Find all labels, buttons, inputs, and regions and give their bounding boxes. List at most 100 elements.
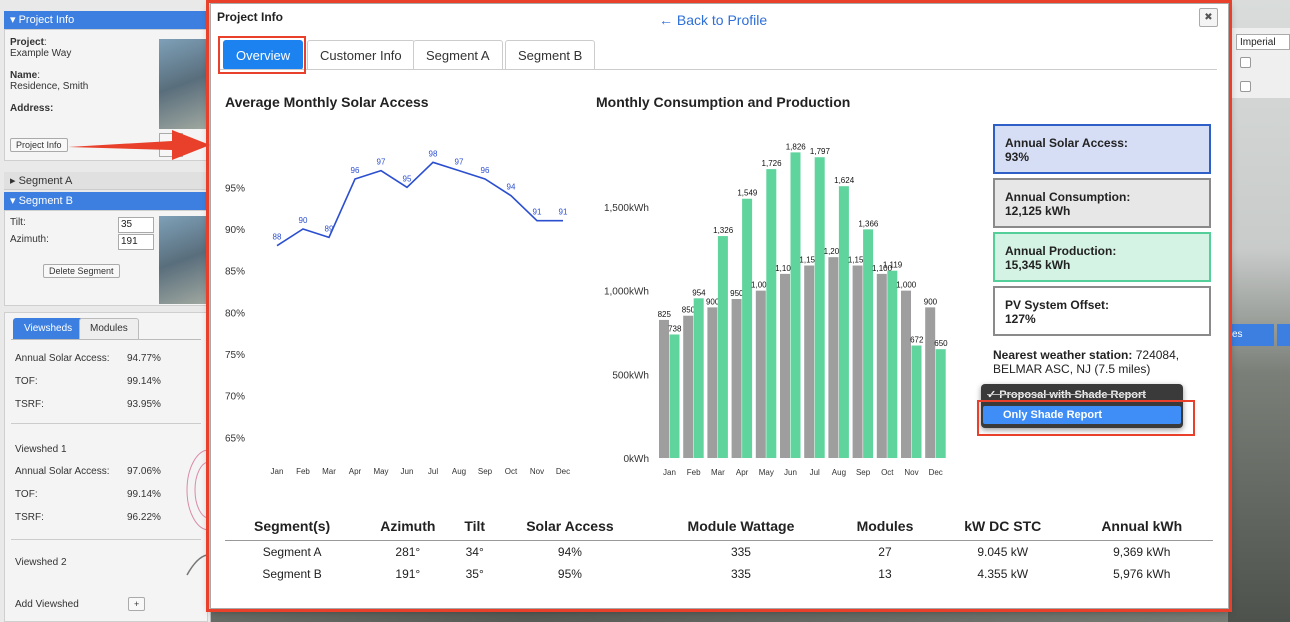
segment-a-header[interactable]: ▸ Segment A [4, 172, 208, 190]
option-checkbox-2[interactable] [1240, 81, 1251, 92]
bar-value-label: 1,150 [848, 256, 869, 265]
right-options-panel: Imperial [1228, 28, 1290, 98]
table-cell: Segment B [262, 567, 322, 581]
table-cell: 5,976 kWh [1113, 567, 1171, 581]
x-tick-label: Nov [904, 468, 918, 477]
x-tick-label: Dec [556, 467, 570, 476]
report-type-dropdown[interactable]: ✓ Proposal with Shade Report Only Shade … [981, 384, 1183, 428]
bar-value-label: 1,000 [751, 281, 772, 290]
units-select[interactable]: Imperial [1236, 34, 1290, 50]
table-row: Segment A 281° 34° 94% 335 27 9.045 kW 9… [225, 541, 1213, 564]
add-viewshed-button[interactable]: + [128, 597, 146, 611]
bar-consumption [683, 315, 694, 458]
stat-label: TSRF: [15, 512, 44, 523]
tab-customer-info[interactable]: Customer Info [307, 40, 415, 70]
x-tick-label: Jun [784, 468, 797, 477]
project-label: Project [10, 37, 44, 48]
x-tick-label: Dec [929, 468, 943, 477]
bar-value-label: 1,826 [786, 142, 807, 151]
card-value: 15,345 kWh [1005, 258, 1071, 272]
data-label: 88 [273, 233, 282, 242]
annual-consumption-card: Annual Consumption: 12,125 kWh [993, 178, 1211, 228]
y-tick-label: 90% [225, 225, 245, 236]
delete-segment-button[interactable]: Delete Segment [43, 264, 120, 278]
consumption-bar-chart: 1,500kWh 1,000kWh 500kWh 0kWh 825 738 Jan 850 95… [604, 142, 948, 477]
x-tick-label: Aug [452, 467, 466, 476]
data-label: 98 [429, 149, 438, 158]
data-label: 97 [377, 158, 386, 167]
bar-value-label: 1,150 [799, 256, 820, 265]
tab-segment-b[interactable]: Segment B [505, 40, 596, 70]
right-action-button-2[interactable] [1277, 324, 1290, 346]
bar-consumption [828, 257, 839, 458]
viewshed-1-sunpath-icon [186, 449, 207, 531]
bar-value-label: 900 [924, 297, 938, 306]
stat-value: 94.77% [127, 353, 161, 364]
segment-b-header-label: Segment B [18, 195, 73, 207]
azimuth-input[interactable]: 191 [118, 234, 154, 250]
bar-production [911, 345, 922, 458]
weather-label: Nearest weather station: [993, 348, 1133, 362]
close-icon[interactable]: ✖ [1199, 8, 1218, 27]
viewshed-panel: Viewsheds Modules Annual Solar Access: 9… [4, 312, 208, 622]
table-header: Module Wattage [646, 514, 835, 541]
card-value: 93% [1005, 150, 1030, 164]
bar-value-label: 1,797 [810, 147, 831, 156]
viewshed-1-title: Viewshed 1 [15, 444, 67, 455]
annotation-overview-highlight [218, 36, 306, 74]
segment-b-header[interactable]: ▾ Segment B [4, 192, 208, 210]
bar-value-label: 1,366 [858, 219, 879, 228]
annual-production-card: Annual Production: 15,345 kWh [993, 232, 1211, 282]
card-label: Annual Production: [1005, 244, 1117, 258]
data-label: 94 [507, 183, 516, 192]
tab-modules[interactable]: Modules [79, 318, 139, 339]
bar-value-label: 950 [730, 289, 744, 298]
x-tick-label: Nov [530, 467, 544, 476]
x-tick-label: Sep [856, 468, 871, 477]
name-value: Residence, Smith [10, 81, 89, 92]
bar-production [863, 229, 874, 458]
azimuth-label: Azimuth: [10, 234, 49, 245]
tilt-input[interactable]: 35 [118, 217, 154, 233]
right-action-button[interactable]: es [1228, 324, 1274, 346]
bar-production [887, 270, 898, 458]
bar-production [814, 157, 825, 458]
bar-production [790, 152, 801, 459]
data-label: 91 [559, 208, 568, 217]
segment-b-body: Tilt: 35 Azimuth: 191 Delete Segment [4, 210, 208, 306]
bar-value-label: 738 [668, 324, 682, 333]
y-tick-label: 1,000kWh [604, 287, 649, 298]
option-checkbox-1[interactable] [1240, 57, 1251, 68]
back-to-profile-link[interactable]: ← Back to Profile [659, 12, 768, 28]
table-header-row: Segment(s) Azimuth Tilt Solar Access Mod… [225, 514, 1213, 541]
bar-value-label: 1,726 [762, 159, 783, 168]
project-info-header[interactable]: ▾ Project Info [4, 11, 208, 29]
project-thumbnail [159, 39, 207, 129]
right-action-button-label: es [1232, 329, 1243, 340]
y-tick-label: 65% [225, 433, 245, 444]
stat-label: TOF: [15, 376, 38, 387]
y-tick-label: 500kWh [612, 370, 649, 381]
bar-value-label: 650 [934, 339, 948, 348]
dropdown-option-shade-report[interactable]: Only Shade Report [983, 406, 1181, 424]
data-label: 90 [299, 216, 308, 225]
project-info-button[interactable]: Project Info [10, 138, 68, 152]
project-info-modal: Project Info ← Back to Profile ✖ Overvie… [210, 3, 1229, 609]
x-tick-label: May [373, 467, 388, 476]
x-tick-label: Apr [736, 468, 749, 477]
annual-solar-access-card: Annual Solar Access: 93% [993, 124, 1211, 174]
data-label: 91 [533, 208, 542, 217]
tab-overview[interactable]: Overview [223, 40, 304, 70]
annotation-shade-report-highlight [977, 400, 1195, 436]
annotation-modal-highlight [206, 0, 1232, 612]
dropdown-option-proposal[interactable]: ✓ Proposal with Shade Report [987, 389, 1146, 401]
tab-divider [11, 339, 201, 340]
bar-consumption [804, 265, 815, 458]
y-tick-label: 0kWh [623, 454, 649, 465]
table-cell: 27 [878, 545, 892, 559]
tab-viewsheds[interactable]: Viewsheds [13, 318, 84, 339]
table-cell: 9,369 kWh [1113, 545, 1171, 559]
aerial-map-right[interactable] [1228, 0, 1290, 622]
table-cell: 335 [730, 567, 751, 581]
weather-value: 724084, BELMAR ASC, NJ (7.5 miles) [993, 348, 1180, 376]
